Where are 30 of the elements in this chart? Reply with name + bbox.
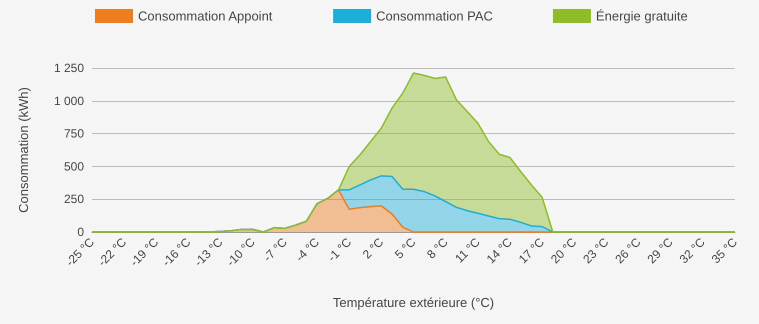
x-axis-title: Température extérieure (°C) bbox=[332, 295, 494, 310]
x-tick-label: -22 °C bbox=[95, 234, 130, 270]
x-tick-label: 11 °C bbox=[452, 234, 483, 266]
x-tick-label: -1 °C bbox=[324, 234, 354, 264]
y-axis-title: Consommation (kWh) bbox=[16, 87, 31, 213]
x-tick-label: -10 °C bbox=[224, 234, 258, 270]
x-tick-label: 20 °C bbox=[548, 234, 580, 266]
x-tick-label: 23 °C bbox=[580, 234, 612, 266]
legend-label: Consommation Appoint bbox=[138, 8, 273, 24]
legend-label: Consommation PAC bbox=[376, 8, 493, 24]
legend-label: Énergie gratuite bbox=[596, 8, 688, 24]
x-tick-label: 26 °C bbox=[612, 234, 644, 266]
y-tick-label: 1 000 bbox=[54, 94, 84, 108]
x-tick-label: -4 °C bbox=[292, 234, 322, 264]
x-tick-label: 32 °C bbox=[676, 234, 708, 266]
x-tick-label: -13 °C bbox=[192, 234, 226, 270]
x-tick-label: -16 °C bbox=[159, 234, 194, 270]
x-tick-label: 17 °C bbox=[516, 234, 548, 266]
y-tick-label: 750 bbox=[64, 126, 84, 141]
y-tick-label: 250 bbox=[64, 192, 84, 206]
y-tick-label: 500 bbox=[64, 159, 84, 174]
x-tick-label: 14 °C bbox=[484, 234, 516, 266]
y-tick-label: 1 250 bbox=[54, 61, 84, 75]
x-tick-label: 8 °C bbox=[424, 234, 451, 262]
x-tick-label: -7 °C bbox=[260, 234, 290, 264]
x-tick-label: 29 °C bbox=[644, 234, 676, 266]
x-tick-label: -19 °C bbox=[127, 234, 162, 270]
x-tick-label: 35 °C bbox=[708, 234, 740, 266]
x-tick-label: 2 °C bbox=[360, 234, 387, 262]
x-tick-label: 5 °C bbox=[392, 234, 419, 262]
